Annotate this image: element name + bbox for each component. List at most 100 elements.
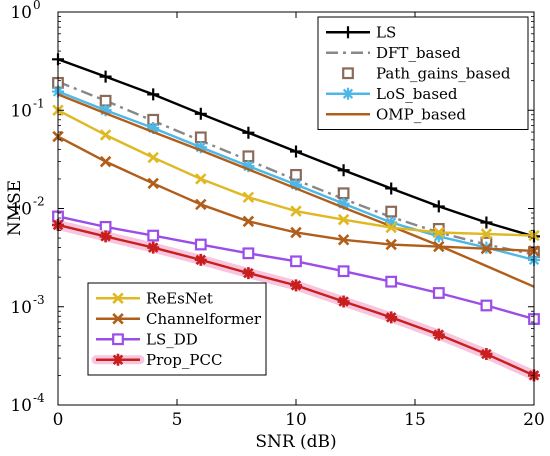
x-tick-label: 5 (172, 410, 183, 430)
x-tick-label: 10 (285, 410, 307, 430)
legend-label: Channelformer (146, 310, 262, 328)
series-layer (52, 53, 540, 382)
marker-square (147, 229, 160, 242)
marker-x (99, 129, 112, 141)
marker-asterisk (147, 121, 160, 134)
y-tick-exponent: -1 (33, 96, 45, 110)
marker-asterisk (342, 87, 354, 100)
x-tick-label: 20 (523, 410, 545, 430)
legend-bottom-left: ReEsNet Channelformer LS_DD Prop_PCC (87, 282, 267, 376)
marker-plus (290, 145, 302, 158)
marker-x (433, 226, 445, 239)
legend-label: LS (376, 23, 396, 41)
marker-square (99, 220, 112, 233)
marker-square (242, 247, 255, 260)
marker-plus (194, 107, 207, 120)
marker-square (112, 333, 124, 346)
series-line (57, 93, 535, 288)
marker-x (99, 155, 112, 168)
series-ls-dd (52, 210, 540, 325)
marker-star (432, 328, 445, 341)
marker-asterisk (194, 141, 207, 154)
marker-star (112, 353, 124, 366)
marker-asterisk (385, 216, 398, 229)
y-axis-label: NMSE (5, 180, 25, 236)
y-tick-label: 10 (10, 101, 32, 121)
legend-entry: OMP_based (326, 105, 466, 123)
y-tick-label: 10 (10, 298, 32, 318)
marker-asterisk (432, 230, 445, 243)
marker-square (480, 299, 493, 312)
marker-square (342, 67, 354, 80)
marker-asterisk (242, 160, 255, 173)
plot-frame (57, 11, 535, 406)
marker-square (242, 150, 255, 163)
marker-x (385, 221, 397, 234)
y-tick-exponent: -3 (33, 293, 45, 307)
marker-x (480, 242, 493, 255)
legend-entry: LS (326, 23, 396, 41)
legend-entry: Path_gains_based (342, 64, 511, 82)
legend-label: Prop_PCC (146, 351, 222, 369)
marker-asterisk (290, 178, 302, 191)
marker-x (112, 292, 124, 304)
marker-plus (432, 200, 445, 213)
legend-label: LoS_based (376, 85, 458, 103)
marker-square (194, 131, 207, 144)
marker-plus (385, 182, 398, 195)
marker-square (99, 94, 112, 107)
y-tick-label: 10 (10, 396, 32, 416)
marker-plus (242, 126, 255, 139)
legend-entry: DFT_based (326, 44, 461, 62)
legend-label: ReEsNet (146, 289, 213, 307)
legend-top-right: LS DFT_based Path_gains_based LoS_based OMP_… (317, 16, 529, 130)
marker-plus (99, 70, 112, 83)
legend-label: Path_gains_based (376, 64, 511, 82)
marker-x (147, 177, 159, 190)
marker-star (337, 295, 350, 308)
marker-x (242, 215, 255, 228)
marker-x (290, 205, 302, 217)
marker-x (112, 313, 124, 325)
series-omp-based (57, 93, 535, 288)
marker-star (242, 267, 255, 280)
y-tick-exponent: -2 (33, 195, 45, 209)
x-axis-label: SNR (dB) (255, 432, 336, 452)
marker-star (480, 348, 493, 361)
marker-x (480, 228, 493, 240)
marker-plus (147, 88, 160, 101)
marker-star (290, 279, 302, 292)
y-tick-label: 10 (10, 3, 32, 23)
legend-entry: LoS_based (326, 85, 458, 103)
legend-entry: Channelformer (96, 310, 262, 328)
legend-entry: ReEsNet (96, 289, 213, 307)
legend-label: LS_DD (146, 330, 198, 348)
legend-entry: Prop_PCC (91, 351, 222, 369)
marker-star (99, 230, 112, 243)
marker-x (433, 240, 445, 253)
y-tick-exponent: 0 (33, 0, 41, 12)
marker-star (194, 253, 207, 266)
marker-plus (342, 26, 354, 39)
marker-x (195, 198, 207, 211)
marker-star (385, 311, 398, 324)
marker-star (147, 241, 160, 254)
marker-x (385, 238, 397, 251)
marker-asterisk (337, 197, 350, 210)
marker-square (385, 275, 398, 288)
marker-square (432, 287, 445, 299)
marker-x (195, 173, 207, 185)
marker-x (147, 151, 159, 164)
marker-x (337, 213, 350, 226)
marker-asterisk (99, 104, 112, 117)
marker-square (385, 205, 398, 218)
legend-label: DFT_based (376, 44, 461, 62)
x-tick-label: 0 (53, 410, 64, 430)
marker-square (290, 168, 302, 181)
legend-layer: LS DFT_based Path_gains_based LoS_based OMP_… (87, 16, 529, 376)
marker-square (337, 187, 350, 200)
marker-square (290, 255, 302, 268)
legend-entry: LS_DD (96, 330, 198, 348)
x-tick-label: 15 (404, 410, 426, 430)
